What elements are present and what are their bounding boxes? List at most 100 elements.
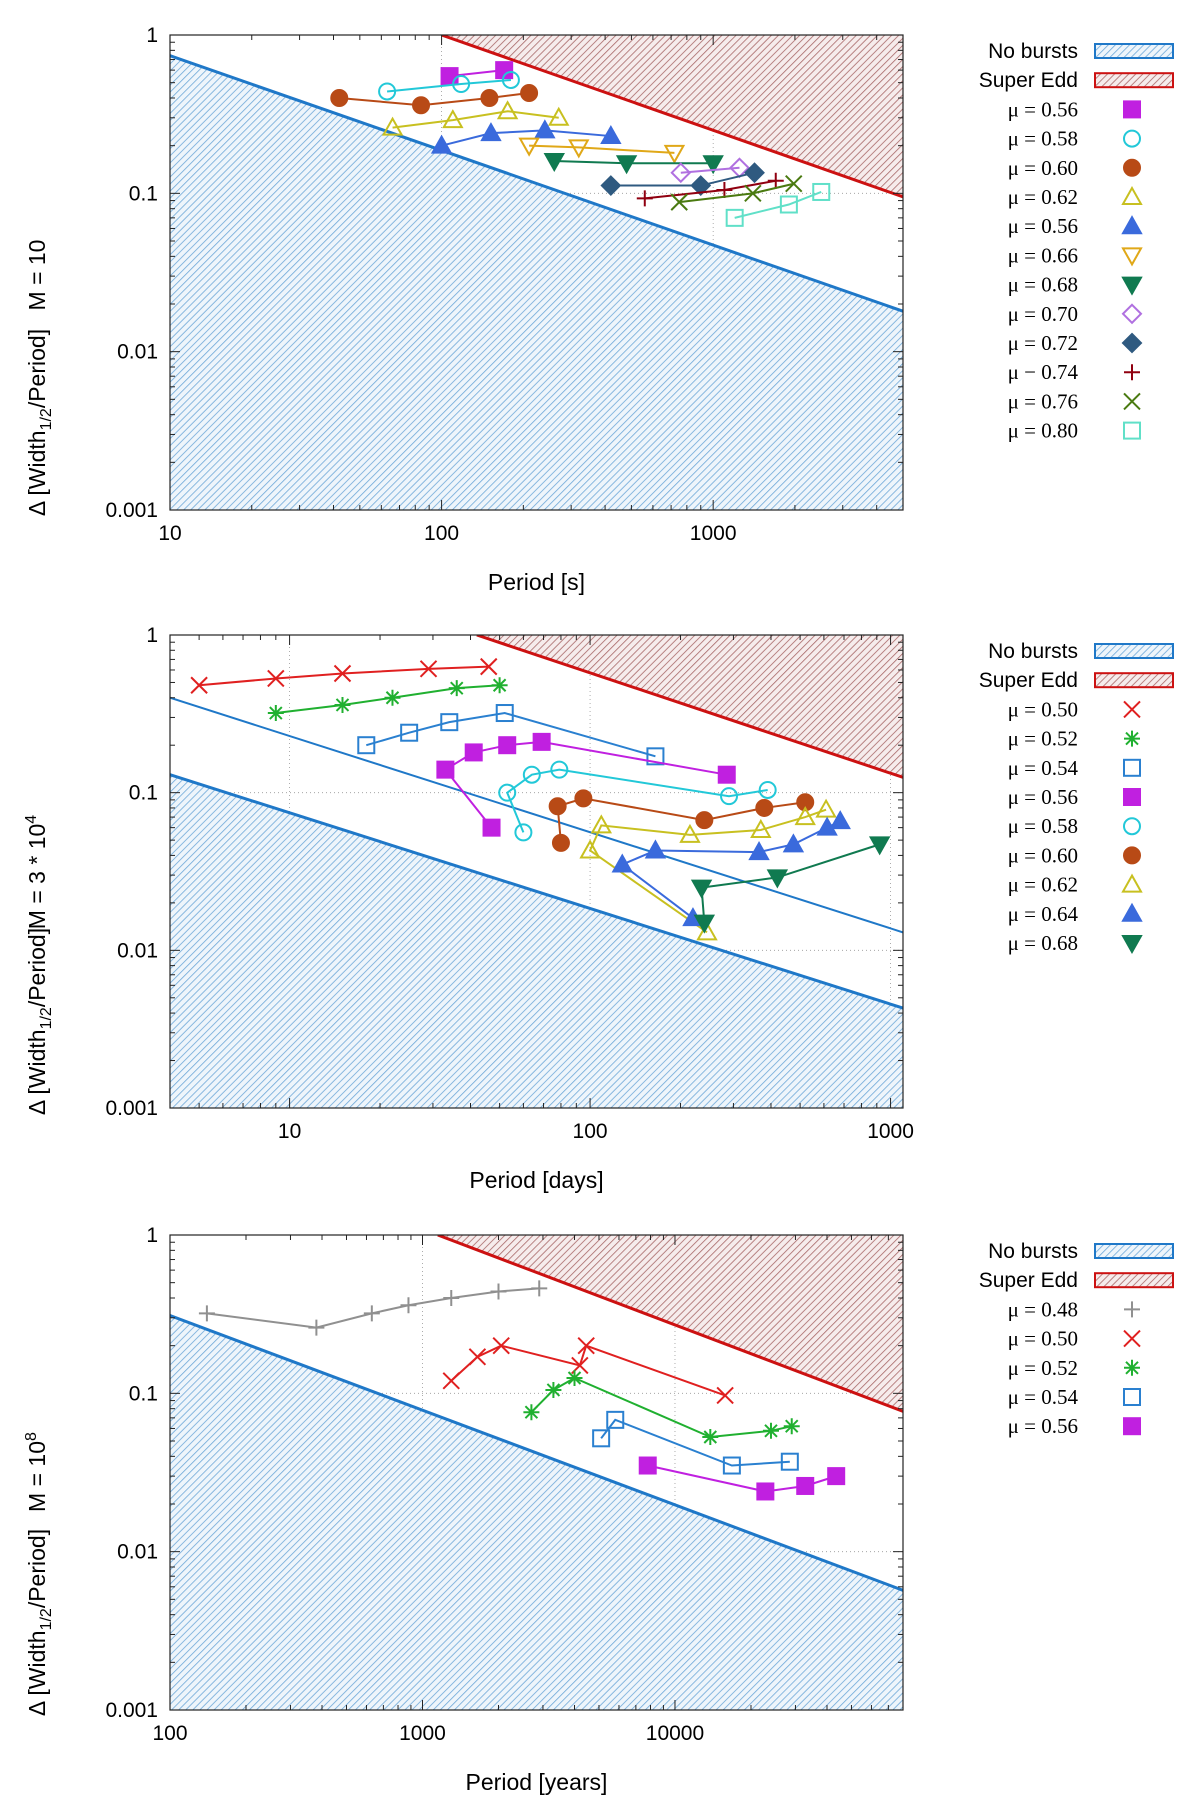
y-axis-label: Δ [Width1/2/Period] [24,928,55,1115]
data-point [794,806,816,826]
legend-marker [1121,215,1143,235]
data-point [495,61,514,80]
data-point [670,193,688,211]
series-line [206,1287,540,1329]
data-point [574,789,593,808]
legend-label-super-edd: Super Edd [979,1269,1078,1292]
data-point [452,75,471,94]
legend-label: μ = 0.54 [1008,1385,1079,1409]
series-line [275,684,500,715]
data-point [695,811,714,830]
panel-label: M = 10 [24,240,50,311]
data-point [679,823,701,843]
data-point [796,1476,815,1495]
series-10 [636,172,784,207]
legend-marker [1123,1329,1141,1348]
legend-marker [1123,129,1141,148]
chart-panel-3: 100 1000 10000 0.001 0.01 0.1 1 Period [years] Δ… [23,1224,1174,1795]
data-point [334,696,351,713]
legend-label: μ = 0.56 [1008,97,1078,121]
legend-label: μ = 0.56 [1008,785,1078,809]
legend-label: μ = 0.52 [1008,1356,1078,1380]
data-point [548,106,570,126]
legend-label: μ − 0.74 [1008,360,1079,384]
data-point [766,869,789,889]
series-1 [190,657,498,694]
series-line [588,808,827,934]
legend-marker [1121,303,1143,325]
legend-marker [1123,700,1141,719]
data-point [490,1283,507,1300]
legend-label: μ = 0.60 [1008,156,1078,180]
data-point [663,144,686,164]
data-point [606,1410,625,1429]
series-11 [670,175,803,211]
plot-frame [169,34,904,511]
data-point [400,1297,417,1314]
plot-frame [169,634,904,1109]
data-point [566,1369,583,1386]
legend-label: μ = 0.58 [1008,127,1078,151]
data-point [267,669,285,688]
data-point [748,841,770,861]
series-7 [579,798,837,941]
series-2 [442,1336,734,1405]
legend-label: μ = 0.76 [1008,389,1078,413]
data-point [636,190,653,207]
panel-label: M = 3 * 104 [23,815,50,929]
legend-marker [1123,788,1141,806]
super-edd-boundary [476,635,903,779]
series-5 [430,119,622,154]
data-point [827,1467,846,1486]
data-point [480,122,502,142]
data-point [702,1428,719,1445]
data-point [198,1305,215,1322]
data-point [815,798,837,818]
series-4 [592,1410,799,1475]
data-point [702,155,724,175]
data-point [783,1418,800,1435]
data-point [716,1386,734,1405]
legend-marker [1124,730,1140,747]
data-point [514,823,533,842]
data-point [722,1456,741,1475]
plot-frame [169,1234,904,1711]
legend-label: μ = 0.54 [1008,756,1079,780]
data-point [381,116,404,136]
data-point [551,833,570,852]
data-point [442,109,464,129]
series-line [700,843,880,923]
data-point [464,743,483,762]
data-point [590,814,613,834]
data-point [495,704,514,723]
data-point [785,175,803,193]
data-point [615,155,638,175]
legend-swatch-no-bursts [1094,1243,1174,1259]
series-2 [267,677,508,722]
no-bursts-boundary [170,1314,903,1592]
legend-label: μ = 0.56 [1008,214,1078,238]
series-line [392,110,559,129]
data-point [480,89,499,108]
series-5 [638,1456,846,1501]
data-point [523,1404,540,1421]
data-point [267,705,284,722]
super-edd-region [437,1235,903,1412]
data-point [492,1336,510,1355]
legend-label-no-bursts: No bursts [988,640,1078,663]
data-point [308,1319,325,1336]
data-point [498,783,517,802]
legend: No bursts Super Edd μ = 0.48 μ = 0.50 μ = 0.… [979,1240,1174,1438]
data-point [534,119,556,139]
legend-marker [1123,100,1141,119]
data-point [440,713,459,732]
data-point [482,818,501,837]
y-tick-label: 1 [146,24,158,47]
data-point [357,736,376,755]
data-point [568,139,590,159]
data-point [779,195,798,214]
series-line [441,129,611,147]
data-point [480,657,498,676]
